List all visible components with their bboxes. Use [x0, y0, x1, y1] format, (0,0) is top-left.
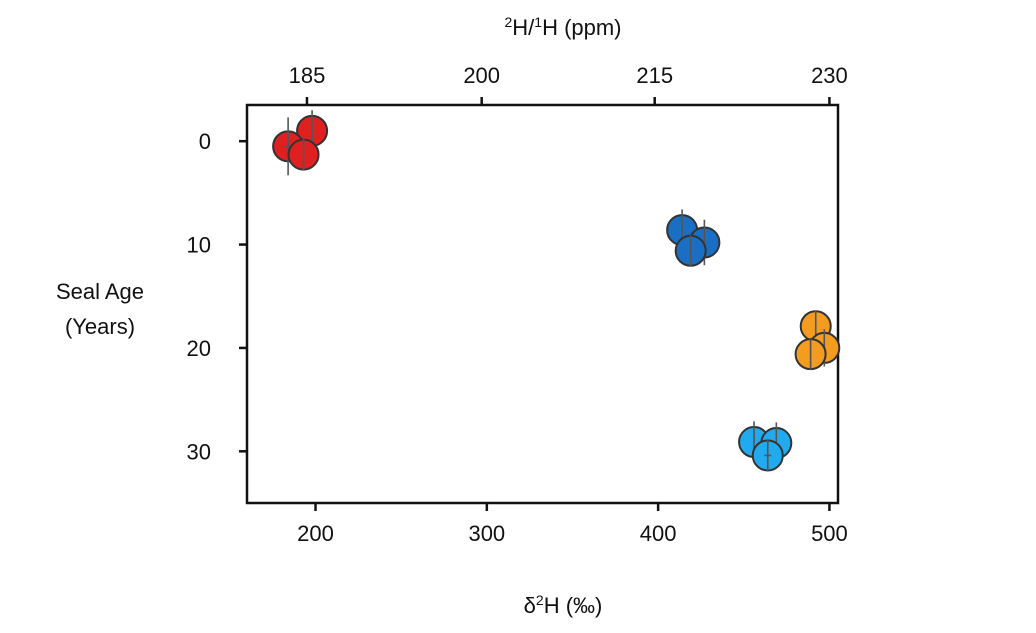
top-axis-title-sup2: 1 — [534, 14, 542, 30]
y-ticks: 0 10 20 30 — [187, 129, 247, 464]
x-bottom-ticks: 200 300 400 500 — [297, 503, 848, 546]
x-bottom-tick-label: 400 — [640, 521, 677, 546]
top-axis-title-rest: H (ppm) — [542, 15, 621, 40]
y-tick-label: 20 — [187, 336, 211, 361]
top-axis-title-sup1: 2 — [504, 14, 512, 30]
top-axis-title: 2H/1H (ppm) — [504, 14, 621, 40]
bottom-axis-title-sup: 2 — [536, 592, 544, 608]
y-axis-title-line1: Seal Age — [56, 279, 144, 304]
series-group — [794, 310, 841, 371]
x-top-tick-label: 185 — [289, 63, 326, 88]
series-group — [272, 110, 329, 176]
y-axis-title-line2: (Years) — [65, 314, 135, 339]
data-points — [272, 110, 841, 472]
x-bottom-tick-label: 300 — [468, 521, 505, 546]
bottom-axis-title: δ2H (‰) — [524, 592, 603, 618]
x-bottom-tick-label: 200 — [297, 521, 334, 546]
y-tick-label: 0 — [199, 129, 211, 154]
top-axis-title-mid: H/ — [512, 15, 535, 40]
bottom-axis-title-base: δ — [524, 593, 536, 618]
axis-frame — [245, 103, 840, 505]
y-tick-label: 10 — [187, 233, 211, 258]
x-top-tick-label: 230 — [811, 63, 848, 88]
y-tick-label: 30 — [187, 439, 211, 464]
series-group — [666, 209, 721, 267]
x-bottom-tick-label: 500 — [811, 521, 848, 546]
bottom-axis-title-rest: H (‰) — [544, 593, 603, 618]
series-group — [738, 421, 793, 472]
x-top-tick-label: 215 — [636, 63, 673, 88]
x-top-tick-label: 200 — [463, 63, 500, 88]
x-top-ticks: 185 200 215 230 — [289, 63, 848, 105]
